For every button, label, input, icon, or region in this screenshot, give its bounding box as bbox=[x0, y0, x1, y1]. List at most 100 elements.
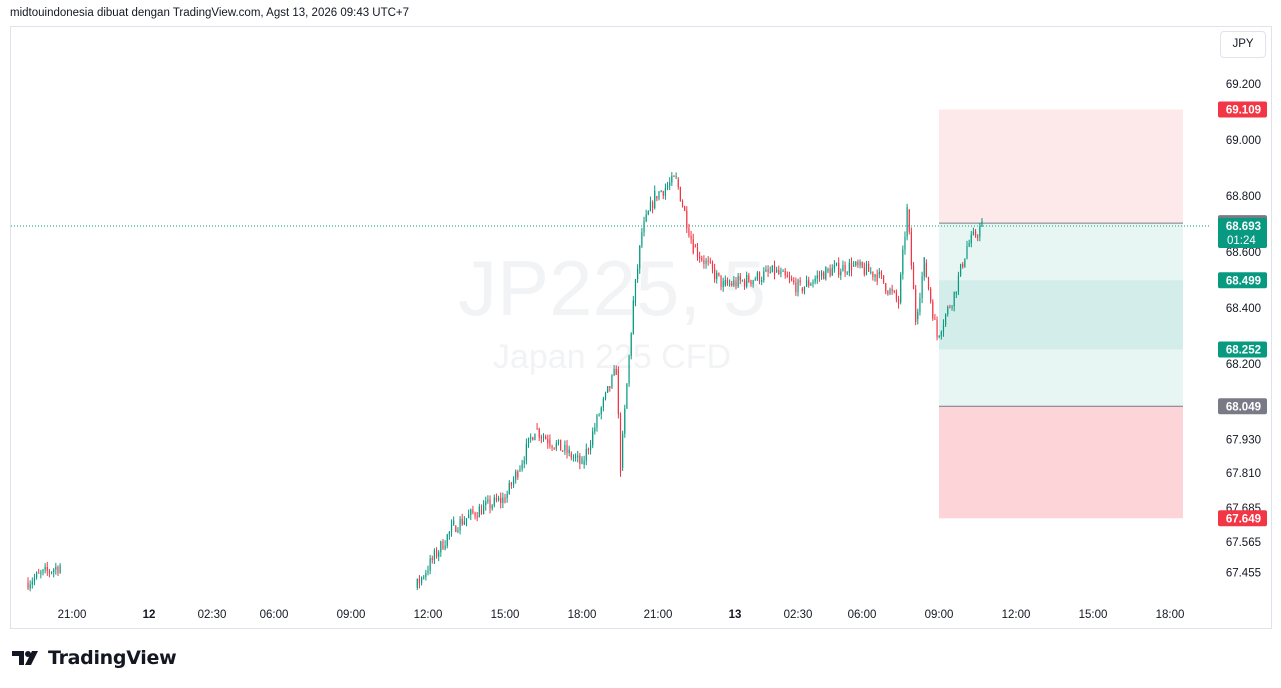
candle-body bbox=[632, 300, 634, 334]
candle-body bbox=[527, 437, 530, 444]
candle-body bbox=[782, 270, 784, 272]
candle-body bbox=[709, 261, 711, 263]
candle-body bbox=[846, 272, 848, 274]
price-axis[interactable]: 69.200 69.000 68.800 68.600 68.400 68.200 67.9… bbox=[1226, 79, 1261, 580]
price-label-target-bg bbox=[1218, 341, 1267, 358]
candle-body bbox=[427, 570, 429, 573]
candle-body bbox=[902, 249, 904, 275]
candle-body bbox=[737, 276, 739, 287]
candle-body bbox=[532, 437, 534, 441]
candle-body bbox=[457, 530, 459, 532]
symbol-watermark: JP225, 5 Japan 225 CFD bbox=[458, 244, 766, 376]
candle-body bbox=[545, 436, 547, 440]
candle-body bbox=[461, 518, 463, 525]
candle-body bbox=[964, 258, 966, 267]
price-tick-label: 67.810 bbox=[1226, 468, 1261, 480]
candle-body bbox=[489, 499, 491, 509]
candle-body bbox=[645, 214, 647, 222]
price-tick-label: 67.930 bbox=[1226, 435, 1261, 447]
price-labels: 69.10968.70368.69301:2468.49968.25268.04… bbox=[1218, 101, 1267, 527]
candle-body bbox=[711, 262, 714, 269]
candle-body bbox=[906, 207, 908, 237]
candle-body bbox=[720, 275, 722, 288]
candle-body bbox=[940, 331, 942, 336]
candle-body bbox=[910, 231, 912, 266]
candle-body bbox=[912, 265, 915, 290]
candle-body bbox=[634, 279, 637, 303]
candle-body bbox=[752, 280, 754, 285]
price-tick-label: 69.000 bbox=[1226, 135, 1261, 147]
candle-body bbox=[743, 280, 746, 287]
candle-body bbox=[921, 276, 923, 299]
price-label-target: 68.499 bbox=[1226, 275, 1261, 287]
candle-body bbox=[628, 355, 630, 384]
candle-body bbox=[825, 266, 827, 280]
watermark-symbol: JP225, 5 bbox=[458, 244, 766, 332]
candle-body bbox=[840, 271, 842, 276]
price-tick-label: 68.200 bbox=[1226, 359, 1261, 371]
price-label-target: 68.252 bbox=[1226, 344, 1261, 356]
candle-body bbox=[598, 415, 600, 417]
price-label-stop-bg bbox=[1218, 510, 1267, 527]
candle-body bbox=[431, 558, 433, 560]
candle-body bbox=[925, 263, 927, 278]
candle-body bbox=[577, 455, 579, 457]
candle-body bbox=[474, 512, 476, 517]
candle-body bbox=[658, 191, 660, 199]
candle-body bbox=[581, 458, 583, 464]
candle-body bbox=[739, 276, 741, 281]
candle-body bbox=[487, 499, 489, 502]
candle-body bbox=[33, 577, 36, 582]
candle-body bbox=[416, 578, 418, 588]
candle-body bbox=[962, 264, 964, 267]
candle-body bbox=[555, 443, 557, 449]
candle-body bbox=[951, 306, 953, 308]
short-target-zone-middle[interactable] bbox=[939, 280, 1183, 350]
candle-body bbox=[842, 264, 844, 272]
candle-body bbox=[765, 269, 767, 272]
candle-body bbox=[955, 291, 957, 294]
candle-body bbox=[942, 324, 945, 332]
candle-body bbox=[442, 541, 444, 550]
candle-body bbox=[31, 581, 33, 585]
candle-body bbox=[818, 275, 821, 277]
time-axis[interactable]: 21:00 12 02:30 06:00 09:00 12:00 15:00 18:00 21:… bbox=[58, 609, 1185, 621]
candle-body bbox=[823, 272, 825, 280]
candle-body bbox=[812, 281, 814, 284]
candle-body bbox=[731, 283, 733, 286]
candle-body bbox=[459, 518, 461, 531]
candle-body bbox=[684, 206, 686, 211]
price-tick-label: 68.600 bbox=[1226, 247, 1261, 259]
candle-body bbox=[44, 567, 46, 570]
candle-body bbox=[863, 267, 865, 275]
position-zones[interactable] bbox=[939, 109, 1183, 519]
candle-body bbox=[491, 505, 493, 509]
candle-body bbox=[705, 260, 707, 264]
currency-button[interactable]: JPY bbox=[1220, 31, 1266, 58]
candle-body bbox=[838, 262, 840, 276]
candle-body bbox=[519, 469, 521, 471]
candle-body bbox=[438, 552, 440, 557]
long-target-zone[interactable] bbox=[939, 349, 1183, 407]
candle-body bbox=[562, 450, 564, 452]
candle-body bbox=[602, 398, 604, 408]
candle-body bbox=[970, 234, 972, 244]
price-tick-label: 67.565 bbox=[1226, 537, 1261, 549]
candle-body bbox=[542, 436, 545, 438]
chart-frame bbox=[10, 26, 1272, 629]
candle-body bbox=[600, 407, 602, 415]
time-tick-label: 18:00 bbox=[568, 609, 597, 621]
candle-body bbox=[547, 439, 549, 444]
short-stop-zone[interactable] bbox=[939, 109, 1183, 224]
long-stop-zone[interactable] bbox=[939, 406, 1183, 519]
candle-body bbox=[669, 182, 671, 186]
candle-body bbox=[870, 271, 872, 273]
candle-body bbox=[773, 265, 776, 275]
tradingview-logo[interactable]: TradingView bbox=[12, 646, 177, 670]
candle-body bbox=[767, 269, 769, 272]
candle-body bbox=[485, 501, 487, 506]
candle-body bbox=[733, 280, 735, 286]
time-tick-label: 15:00 bbox=[491, 609, 520, 621]
candle-body bbox=[848, 262, 850, 273]
